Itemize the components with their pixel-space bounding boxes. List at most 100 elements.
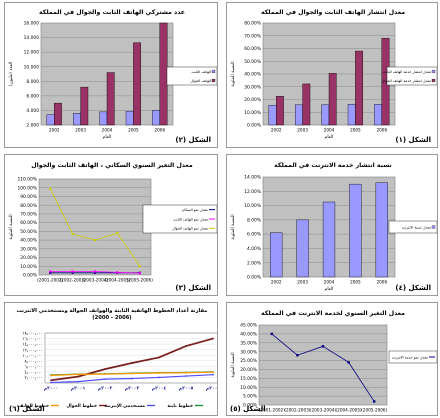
y-tick-label: 4.000 — [26, 108, 39, 114]
chart-title: معدل التغير السنوي السكاني ، الهاتف الثا… — [31, 162, 193, 169]
legend-box — [142, 204, 217, 234]
data-point — [49, 271, 52, 274]
y-tick-label: 8.000 — [26, 79, 39, 85]
y-tick-label: 40.00% — [240, 331, 257, 337]
legend-swatch — [211, 69, 216, 74]
y-tick-label: 45.00% — [240, 323, 257, 329]
y-tick-label: 15.00% — [240, 376, 257, 382]
y-tick-label: 30.00% — [244, 84, 261, 90]
y-tick-label: 10.000 — [24, 64, 40, 70]
data-point — [50, 374, 52, 377]
y-tick-label: 60.00% — [244, 46, 261, 52]
y-axis-label: النسبة المئوية — [231, 61, 236, 86]
bar — [268, 105, 277, 126]
chart-svg: عدد مشتركي الهاتف الثابت والجوال في المم… — [8, 9, 217, 140]
data-point — [185, 345, 187, 347]
x-tick-label: 2002 — [271, 128, 282, 133]
data-point — [104, 378, 106, 381]
x-tick-label: ٢٠٠٣م — [125, 386, 140, 392]
chart-subtitle: (2000 - 2006) — [92, 315, 131, 321]
x-tick-label: ٢٠٠٠م — [44, 386, 59, 392]
y-tick-label: 40.00% — [244, 72, 261, 78]
y-tick-label: 10.00% — [240, 385, 257, 391]
x-tick-label: 2006 — [154, 128, 165, 133]
bar — [347, 104, 356, 126]
data-point — [131, 377, 133, 380]
figure-caption: الشكل (٥) — [230, 405, 266, 413]
legend-entry: مستخدمي الإنترنت — [104, 404, 145, 409]
legend-entry: خطوط الهاتف — [18, 404, 49, 409]
y-tick-label: ١٢٫٠٠٠٫٠٠٠ — [22, 347, 43, 352]
chart-panel-comparison: مقارنة أعداد الخطوط الهاتفية الثابتة وال… — [4, 302, 218, 416]
data-point — [50, 379, 52, 382]
y-tick-label: 5.00% — [243, 394, 257, 400]
bar — [54, 102, 62, 126]
y-tick-label: 20.00% — [20, 255, 37, 261]
x-axis-label: العام — [325, 287, 334, 292]
y-tick-label: 35.00% — [240, 340, 257, 346]
y-tick-label: 110.00% — [17, 177, 37, 183]
y-tick-label: 0.00% — [243, 403, 257, 409]
y-tick-label: ٢٫٠٠٠٫٠٠٠ — [25, 375, 43, 380]
data-point — [71, 271, 74, 274]
data-point — [373, 400, 376, 403]
x-tick-label: (2005-2006) — [127, 278, 153, 283]
chart-title: معدل التغير السنوي لخدمة الانترنت في الم… — [261, 310, 405, 317]
chart-panel-internet-penetration: نسبة انتشار خدمة الانترنت في المملكة 0.00… — [226, 154, 438, 296]
data-point — [212, 371, 214, 374]
data-point — [50, 381, 52, 384]
x-tick-label: (2004-2005) — [336, 408, 362, 413]
x-tick-label: ٢٠٠٤م — [152, 386, 167, 392]
y-tick-label: 40.00% — [20, 238, 37, 244]
data-point — [138, 265, 141, 268]
figure-caption: الشكل (٤) — [395, 284, 431, 292]
data-point — [71, 270, 74, 273]
data-point — [158, 372, 160, 374]
bar — [80, 86, 89, 126]
bar — [125, 110, 134, 126]
data-point — [49, 270, 52, 273]
bar — [328, 73, 337, 126]
data-point — [212, 337, 214, 340]
chart-svg: نسبة انتشار خدمة الانترنت في المملكة 0.00… — [231, 162, 437, 292]
legend-swatch — [211, 78, 216, 83]
y-tick-label: 60.00% — [20, 220, 37, 226]
y-tick-label: 70.00% — [20, 212, 37, 218]
data-point — [71, 232, 74, 236]
y-tick-label: 80.00% — [20, 203, 37, 209]
y-tick-label: ١٦٫٠٠٠٫٠٠٠ — [22, 336, 43, 341]
data-point — [93, 238, 97, 242]
data-point — [321, 345, 325, 348]
legend-box — [388, 350, 437, 364]
y-tick-label: 4.00% — [247, 246, 261, 252]
data-point — [270, 332, 273, 336]
x-tick-label: 2006 — [376, 280, 387, 285]
data-point — [185, 375, 187, 377]
data-point — [131, 372, 133, 375]
data-point — [77, 380, 79, 383]
legend-entry: معدل انتشار خدمة الهاتف الجوال — [382, 79, 431, 83]
bar — [152, 110, 161, 126]
data-point — [116, 232, 119, 235]
y-tick-label: 30.00% — [240, 349, 257, 355]
legend-entry: الهاتف الثابت — [191, 70, 211, 74]
bar — [295, 104, 303, 126]
figure-caption: الشكل (٢) — [175, 136, 211, 144]
y-tick-label: 6.000 — [26, 93, 39, 99]
y-tick-label: 20.00% — [240, 367, 257, 373]
x-tick-label: 2005 — [350, 280, 361, 285]
legend-swatch — [431, 225, 436, 229]
y-tick-label: 14.000 — [24, 35, 40, 41]
x-tick-label: 2003 — [297, 128, 308, 133]
chart-svg: معدل انتشار الهاتف الثابت والجوال في الم… — [231, 9, 437, 140]
data-point — [93, 270, 97, 273]
y-tick-label: 25.00% — [240, 358, 257, 364]
x-tick-label: ٢٠٠٢م — [98, 386, 113, 392]
plot-area — [258, 324, 388, 406]
y-tick-label: 0.00% — [247, 275, 261, 281]
y-tick-label: 100.00% — [17, 185, 37, 191]
x-tick-label: ٢٠٠٦م — [206, 386, 218, 392]
bar — [296, 219, 309, 278]
x-tick-label: ٢٠٠٥م — [179, 386, 194, 392]
bar — [276, 95, 284, 126]
